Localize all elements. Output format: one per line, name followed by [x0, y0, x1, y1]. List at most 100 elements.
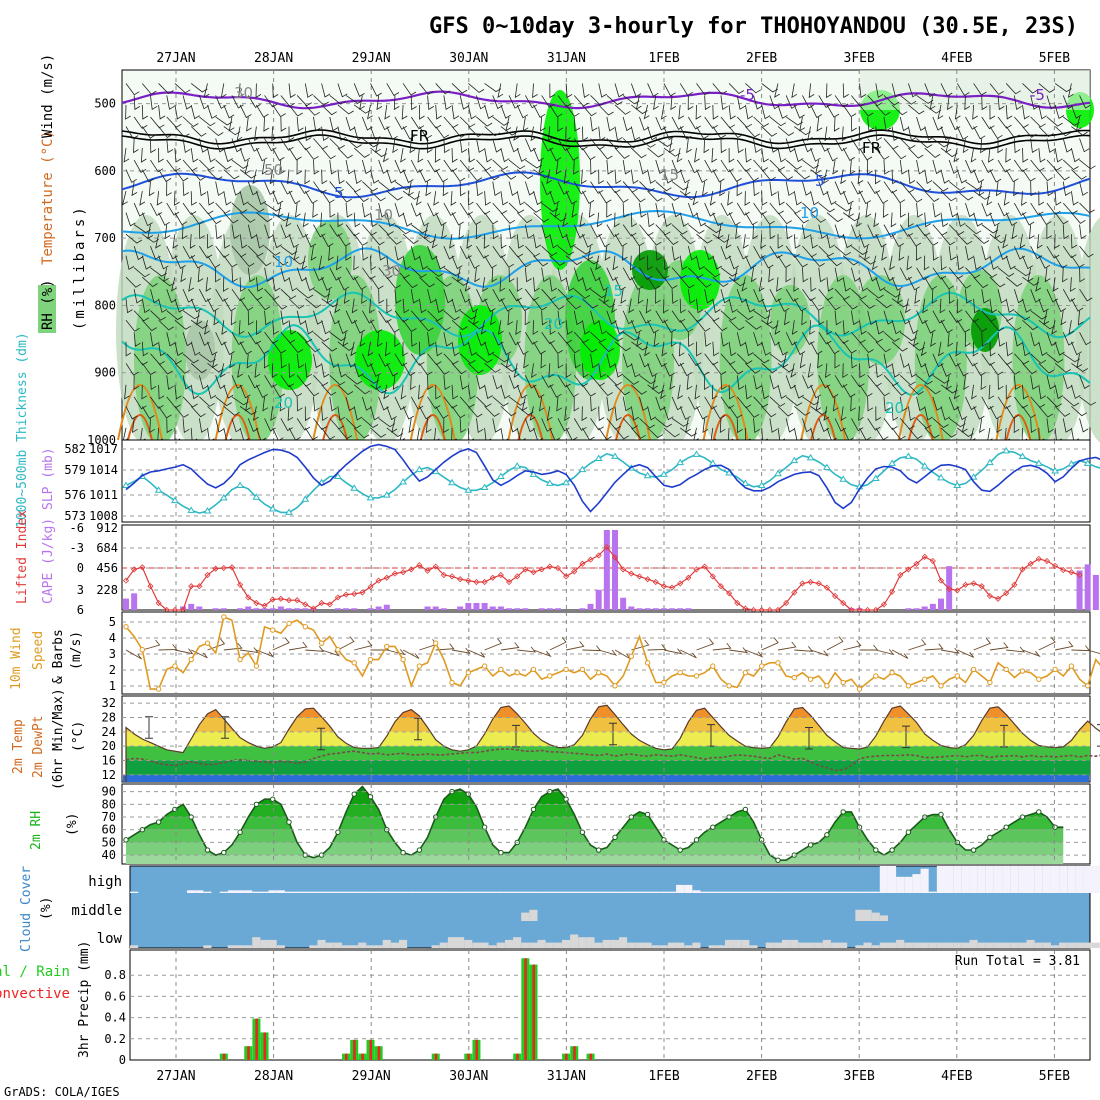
wind-barb [272, 384, 286, 398]
wind-barb [1062, 267, 1068, 283]
cloud-cell-low [366, 945, 375, 948]
wind-barb [400, 384, 407, 400]
surface-wind-barb [1038, 636, 1056, 651]
wind-barb [475, 224, 482, 240]
cloud-cell-high [871, 891, 880, 893]
wind-barb [712, 341, 720, 357]
wind-barb [753, 418, 761, 433]
wind-barb [761, 384, 770, 400]
wind-barb [630, 83, 642, 98]
li-point [954, 587, 961, 594]
wind-barb [343, 289, 350, 304]
cloud-cell-low [521, 942, 530, 948]
wind-barb [320, 212, 326, 228]
wind-barb [190, 191, 197, 206]
wind-barb [614, 190, 629, 203]
wind-barb [337, 427, 353, 440]
wind-barb [802, 332, 815, 346]
minmax-bar [902, 725, 910, 749]
wind-barb [889, 255, 895, 271]
wind-barb [190, 298, 202, 313]
wind-barb [655, 159, 666, 175]
tick-label: 456 [96, 561, 118, 575]
wind-barb [908, 320, 919, 334]
wind-barb [761, 255, 774, 269]
wind-barb [956, 276, 972, 289]
wind-barb [123, 147, 130, 163]
wind-barb [410, 375, 416, 391]
wind-barb [1022, 169, 1036, 182]
wind-barb [468, 83, 485, 93]
wind-barb [484, 363, 501, 373]
cloud-cell-high [570, 891, 579, 893]
wind-barb [1076, 353, 1083, 369]
rh-region [1076, 217, 1100, 443]
wind-barb [703, 138, 710, 154]
wind-barb [915, 246, 922, 261]
cape-bar [669, 608, 676, 610]
wind-barb [1062, 138, 1073, 153]
wind-barb [313, 418, 328, 431]
wind-barb [256, 212, 273, 223]
wind-barb [337, 190, 352, 203]
wind-barb [189, 234, 196, 249]
wind-barb [425, 181, 432, 197]
wind-barb [938, 341, 944, 357]
wind-barb [386, 190, 403, 201]
wind-barb [166, 245, 178, 260]
wind-speed-point [188, 656, 194, 663]
wind-barb [956, 83, 970, 97]
wind-barb [1005, 169, 1019, 183]
wind-barb [321, 233, 334, 248]
wind-barb [826, 320, 833, 336]
wind-barb [859, 341, 874, 354]
wind-barb [989, 126, 1003, 139]
wind-barb [791, 320, 798, 335]
cape-bar [522, 608, 529, 610]
tick-label: 900 [94, 366, 116, 380]
wind-barb [492, 224, 499, 240]
wind-barb [696, 83, 711, 96]
wind-barb [524, 181, 535, 196]
cloud-cell-low [1059, 942, 1068, 948]
wind-speed-point [155, 686, 162, 692]
wind-barb [953, 384, 960, 400]
wind-barb [881, 246, 888, 261]
li-point [783, 599, 790, 607]
cloud-cell-high [1059, 866, 1068, 893]
li-point [880, 601, 888, 608]
wind-barb [467, 341, 477, 357]
wind-barb [207, 298, 219, 312]
li-point [970, 580, 977, 587]
wind-barb [822, 169, 829, 185]
wind-barb [859, 298, 875, 309]
wind-barb [1005, 298, 1015, 314]
wind-barb [378, 116, 390, 131]
wind-barb [1005, 104, 1013, 120]
wind-barb [516, 298, 530, 312]
wind-barb [533, 212, 550, 223]
wind-barb [410, 289, 419, 304]
rh-region [395, 245, 445, 355]
cloud-cell-low [325, 942, 334, 948]
minmax-bar [317, 727, 325, 751]
wind-barb [875, 298, 892, 309]
wind-barb [720, 310, 737, 321]
thickness-point [839, 475, 848, 482]
cape-bar [612, 530, 618, 610]
wind-barb [467, 212, 482, 226]
wind-barb [345, 374, 363, 385]
wind-barb [247, 181, 259, 196]
cloud-cell-low [390, 942, 399, 948]
li-point [326, 601, 333, 608]
wind-barb [1079, 375, 1090, 389]
wind-barb [663, 190, 680, 201]
wind-barb [549, 104, 563, 118]
wind-barb [304, 384, 320, 397]
wind-barb [182, 95, 192, 110]
li-point [685, 574, 692, 581]
thickness-point [252, 493, 261, 500]
wind-barb [850, 396, 856, 412]
wind-barb [150, 289, 160, 304]
wind-barb [505, 116, 512, 132]
